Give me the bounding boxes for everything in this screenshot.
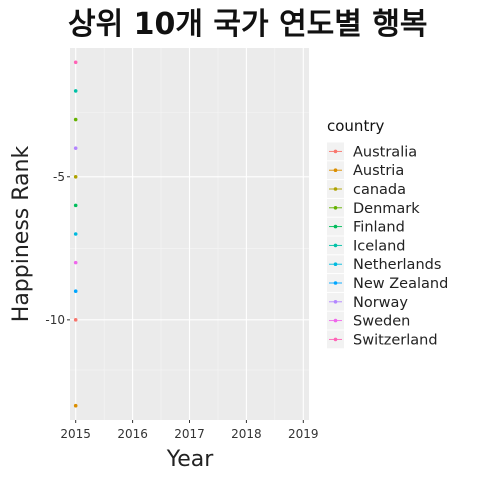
legend-key-point <box>333 224 338 229</box>
legend-title: country <box>327 117 384 135</box>
data-point <box>73 318 78 322</box>
data-point <box>73 60 78 65</box>
legend-key-point <box>333 281 338 285</box>
data-point <box>73 174 78 179</box>
legend-label: Austria <box>353 163 404 179</box>
x-axis: 2015 2016 2017 2018 2019 <box>60 420 319 441</box>
y-axis-title: Happiness Rank <box>9 146 34 323</box>
data-point <box>73 146 78 150</box>
legend-key-point <box>333 168 338 172</box>
legend-label: Norway <box>353 295 408 311</box>
legend-label: Finland <box>353 220 405 236</box>
data-point <box>73 203 78 208</box>
data-points <box>73 60 78 408</box>
legend-label: Australia <box>353 144 417 160</box>
legend-label: canada <box>353 182 406 198</box>
data-point <box>73 232 78 236</box>
legend-key-point <box>333 206 338 210</box>
x-tick-label: 2015 <box>60 427 91 441</box>
data-point <box>73 403 78 408</box>
data-point <box>73 89 78 93</box>
legend-label: Sweden <box>353 314 410 330</box>
legend: country Australia Austria canada Denmark Fin… <box>327 117 448 348</box>
data-point <box>73 289 78 294</box>
data-point <box>73 260 78 265</box>
data-point <box>73 117 78 122</box>
legend-key-point <box>333 262 338 267</box>
legend-key-point <box>333 243 338 248</box>
legend-label: Switzerland <box>353 332 438 348</box>
x-tick-label: 2017 <box>174 427 205 441</box>
chart-title: 상위 10개 국가 연도별 행복 <box>68 7 428 42</box>
legend-key-point <box>333 300 338 304</box>
legend-key-point <box>333 318 338 323</box>
legend-label: Netherlands <box>353 257 441 273</box>
y-axis: -5 -10 <box>45 170 70 327</box>
legend-label: Denmark <box>353 201 420 217</box>
x-tick-label: 2016 <box>117 427 148 441</box>
grid-lines <box>70 48 309 420</box>
legend-key-point <box>333 337 338 342</box>
legend-key-point <box>333 149 338 154</box>
x-axis-title: Year <box>166 447 215 472</box>
legend-key-point <box>333 187 338 191</box>
legend-label: Iceland <box>353 238 405 254</box>
y-tick-label: -5 <box>53 170 65 184</box>
x-tick-label: 2019 <box>288 427 319 441</box>
legend-label: New Zealand <box>353 276 448 292</box>
y-tick-label: -10 <box>45 313 65 327</box>
x-tick-label: 2018 <box>231 427 262 441</box>
